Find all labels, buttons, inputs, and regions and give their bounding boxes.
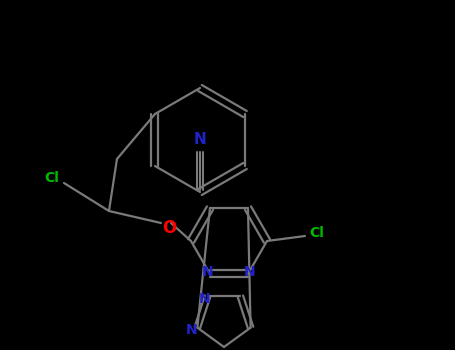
Text: N: N xyxy=(199,292,210,306)
Text: N: N xyxy=(202,265,214,279)
Text: Cl: Cl xyxy=(309,226,324,240)
Text: N: N xyxy=(194,132,207,147)
Text: N: N xyxy=(244,265,256,279)
Text: N: N xyxy=(186,323,197,337)
Text: Cl: Cl xyxy=(45,171,60,185)
Text: O: O xyxy=(162,219,176,237)
